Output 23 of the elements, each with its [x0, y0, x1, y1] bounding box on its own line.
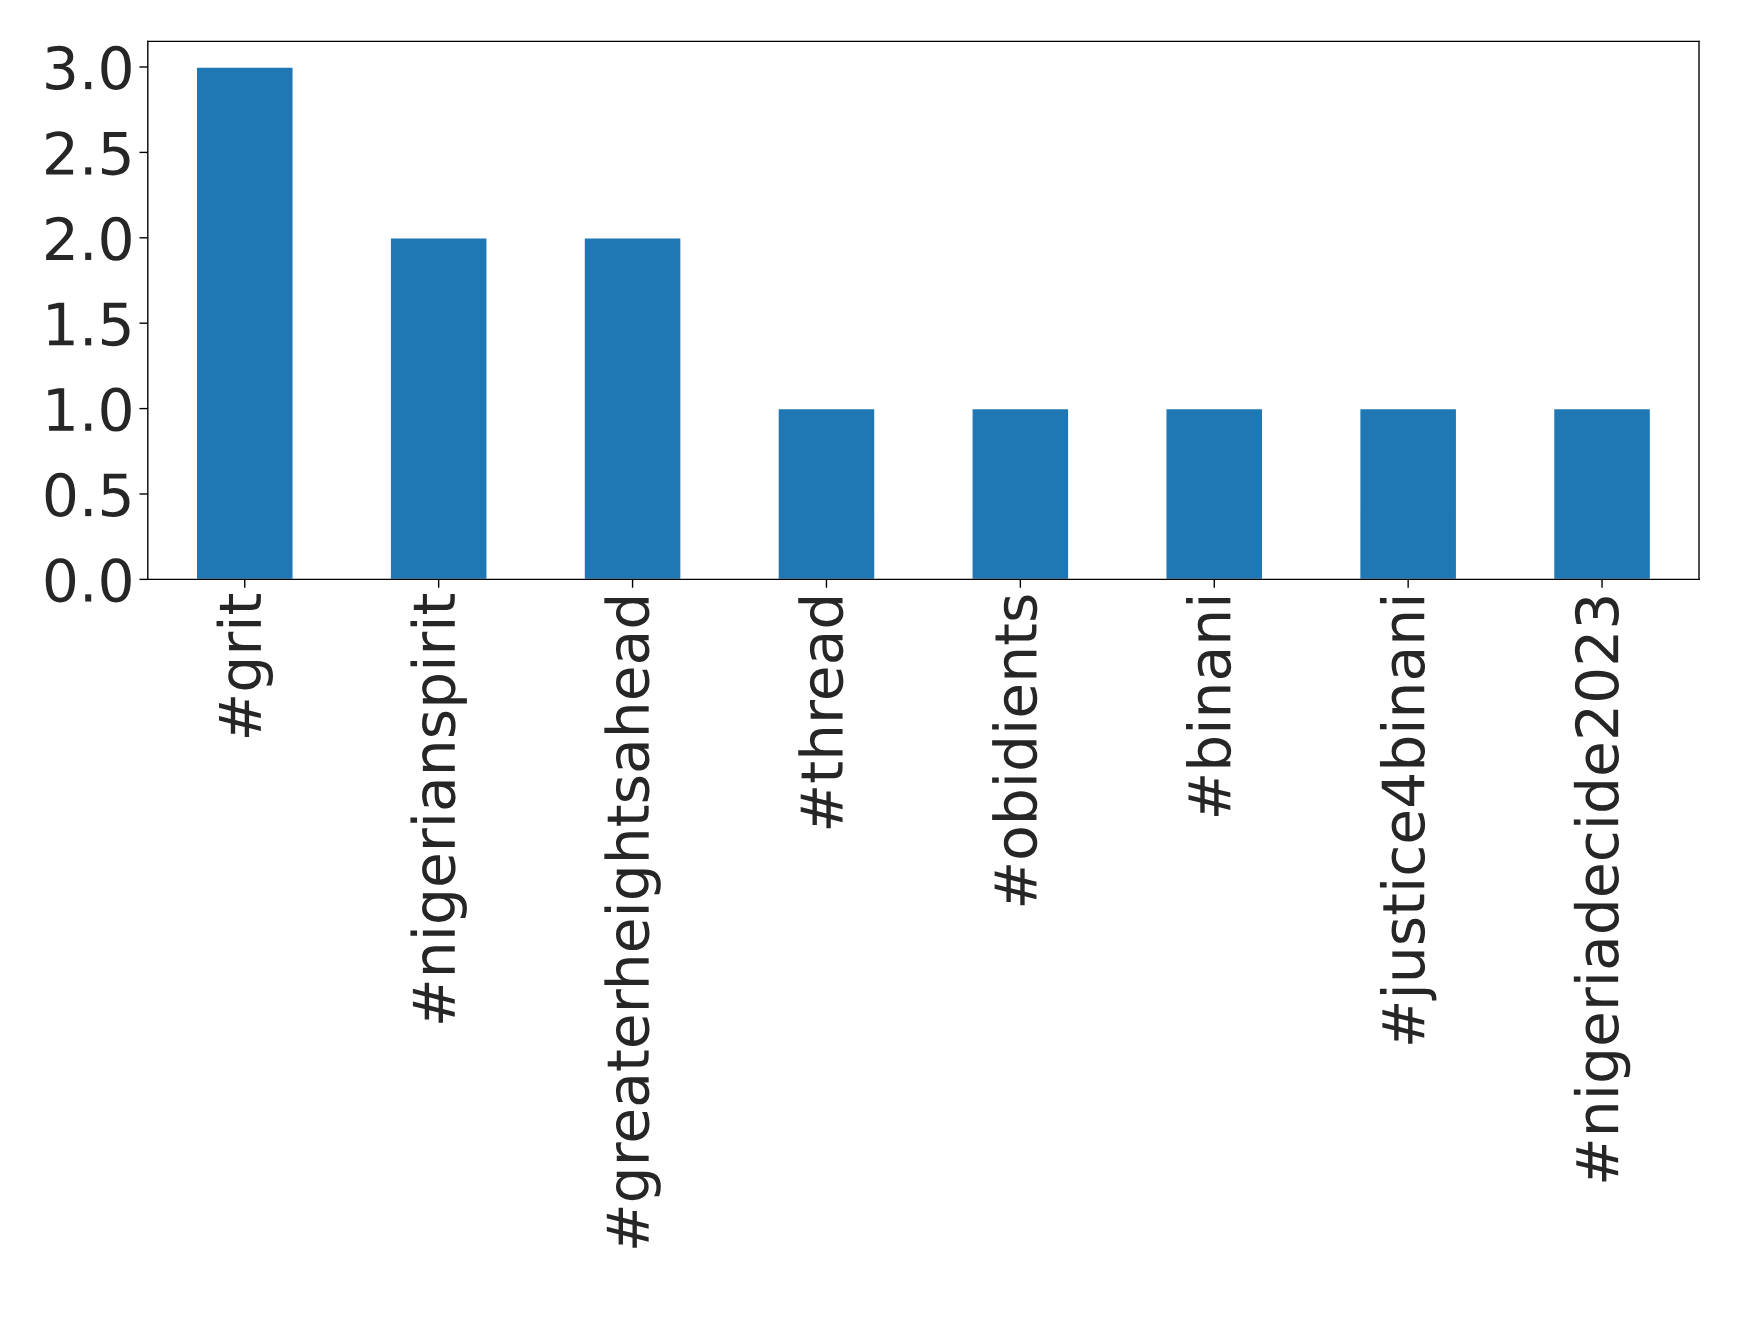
y-tick-label: 3.0 — [46, 45, 131, 90]
y-tick-label: 0.0 — [45, 558, 131, 603]
y-tick-label: 2.0 — [46, 216, 131, 261]
x-tick-label: #grit — [216, 593, 273, 738]
bar — [971, 407, 1070, 580]
bar — [1165, 407, 1264, 580]
x-tick-label: #nigeriadecide2023 — [1573, 597, 1631, 1182]
bar — [1552, 407, 1652, 580]
x-tick-label: #binani — [1186, 598, 1232, 817]
bar — [777, 407, 876, 580]
x-tick-label: #nigerianspirit — [410, 593, 467, 1023]
y-tick-label: 2.5 — [46, 131, 130, 176]
x-tick-label: #justice4binani — [1379, 598, 1437, 1044]
y-tick-label: 1.5 — [48, 302, 130, 347]
y-tick-label: 1.0 — [48, 387, 131, 432]
bar — [583, 237, 682, 580]
x-tick-label: #greaterheightsahead — [604, 597, 661, 1248]
bar — [195, 66, 294, 580]
bar — [389, 237, 488, 580]
y-tick-label: 0.5 — [45, 472, 130, 517]
x-tick-label: #thread — [798, 597, 844, 829]
x-tick-label: #obidients — [992, 595, 1038, 906]
bar — [1358, 407, 1458, 580]
